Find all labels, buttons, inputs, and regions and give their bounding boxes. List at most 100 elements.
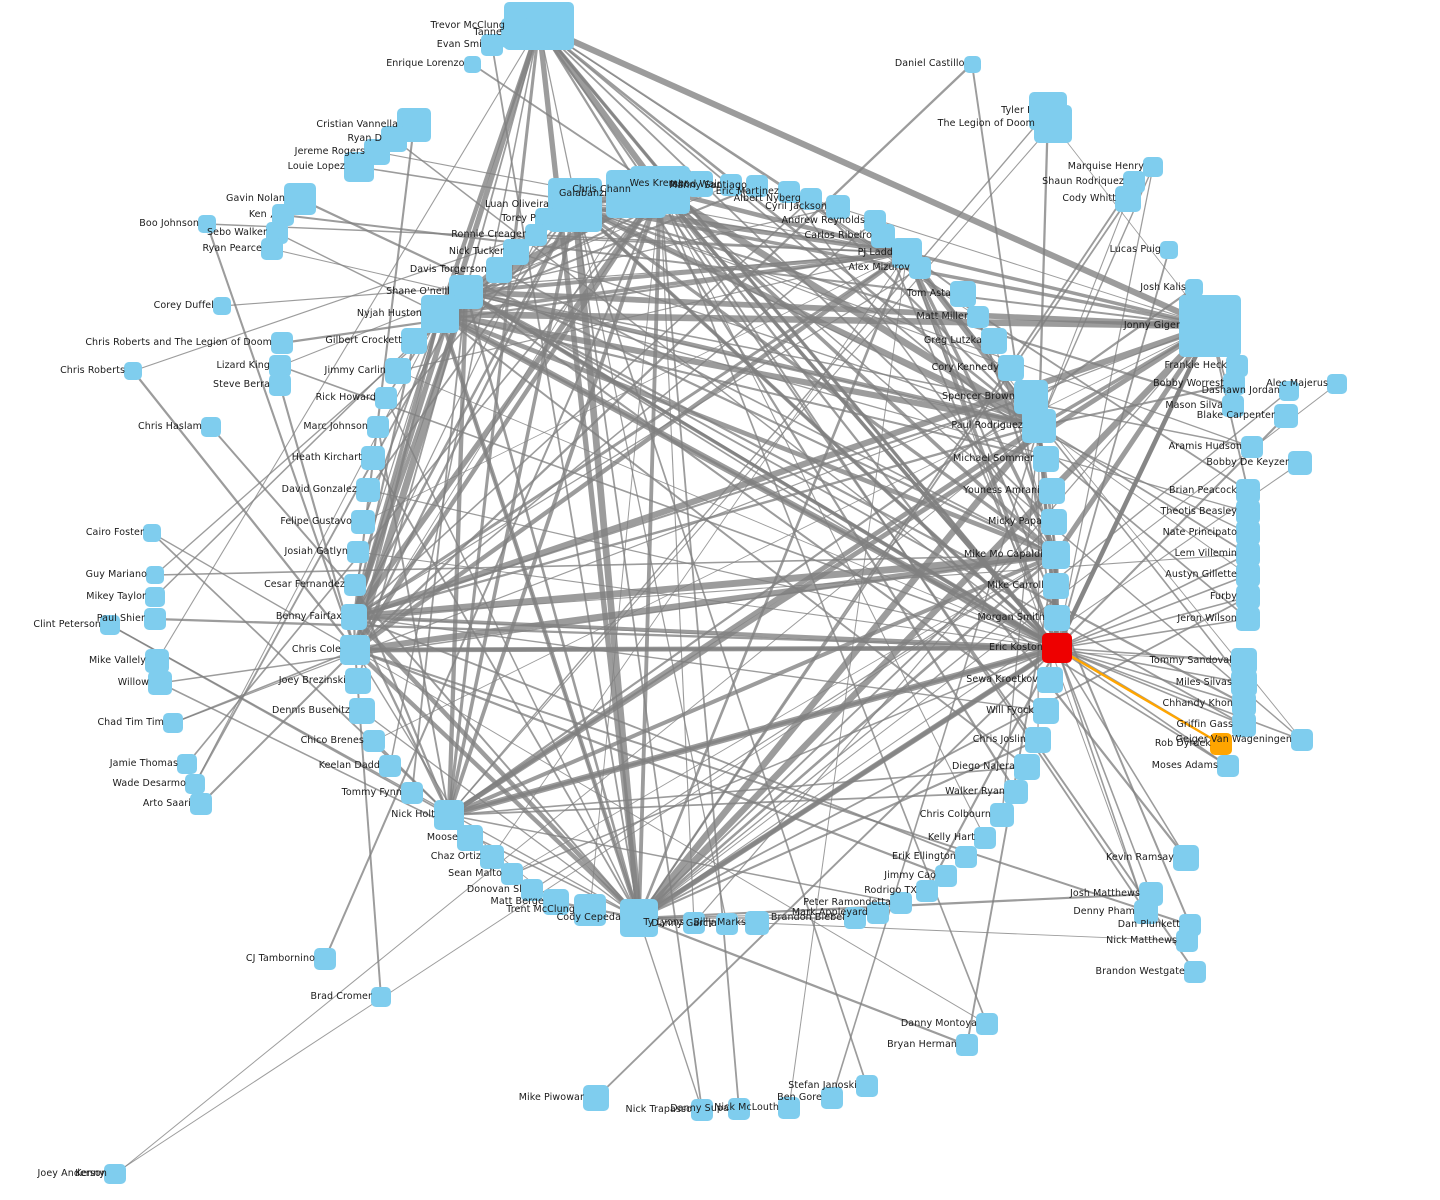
graph-node[interactable] bbox=[974, 827, 996, 849]
graph-node[interactable] bbox=[486, 257, 512, 283]
graph-node[interactable] bbox=[955, 846, 977, 868]
graph-node[interactable] bbox=[367, 416, 389, 438]
graph-node[interactable] bbox=[146, 566, 164, 584]
graph-node[interactable] bbox=[720, 174, 742, 196]
graph-node[interactable] bbox=[501, 863, 523, 885]
graph-node[interactable] bbox=[916, 880, 938, 902]
graph-node[interactable] bbox=[344, 574, 366, 596]
graph-node[interactable] bbox=[1236, 585, 1260, 609]
graph-node[interactable] bbox=[145, 649, 169, 673]
graph-node[interactable] bbox=[261, 238, 283, 260]
graph-node[interactable] bbox=[543, 889, 569, 915]
graph-node[interactable] bbox=[856, 1075, 878, 1097]
graph-node[interactable] bbox=[272, 204, 294, 226]
graph-node[interactable] bbox=[1231, 648, 1257, 674]
graph-node[interactable] bbox=[401, 782, 423, 804]
graph-node[interactable] bbox=[1226, 355, 1248, 377]
graph-node[interactable] bbox=[1184, 961, 1206, 983]
graph-node[interactable] bbox=[213, 297, 231, 315]
graph-node[interactable] bbox=[956, 1034, 978, 1056]
graph-node[interactable] bbox=[1143, 157, 1163, 177]
graph-node[interactable] bbox=[177, 754, 197, 774]
graph-node[interactable] bbox=[1043, 573, 1069, 599]
graph-node[interactable] bbox=[1236, 563, 1260, 587]
graph-node[interactable] bbox=[1236, 521, 1260, 545]
graph-node[interactable] bbox=[100, 615, 120, 635]
graph-node[interactable] bbox=[356, 478, 380, 502]
graph-node[interactable] bbox=[1025, 727, 1051, 753]
graph-node[interactable] bbox=[687, 171, 713, 197]
graph-node[interactable] bbox=[201, 417, 221, 437]
graph-node[interactable] bbox=[826, 195, 850, 219]
graph-node[interactable] bbox=[998, 355, 1024, 381]
graph-node[interactable] bbox=[867, 902, 889, 924]
graph-node[interactable] bbox=[1291, 729, 1313, 751]
graph-node[interactable] bbox=[463, 55, 481, 73]
graph-node[interactable] bbox=[106, 1164, 126, 1184]
graph-node[interactable] bbox=[501, 18, 531, 48]
graph-node[interactable] bbox=[1185, 279, 1203, 297]
graph-node[interactable] bbox=[909, 257, 931, 279]
graph-node[interactable] bbox=[1160, 241, 1178, 259]
graph-node[interactable] bbox=[691, 1099, 713, 1121]
graph-node[interactable] bbox=[745, 911, 769, 935]
graph-node[interactable] bbox=[844, 907, 866, 929]
graph-node[interactable] bbox=[950, 281, 976, 307]
graph-node[interactable] bbox=[344, 152, 374, 182]
graph-node[interactable] bbox=[371, 987, 391, 1007]
graph-node[interactable] bbox=[967, 306, 989, 328]
graph-node[interactable] bbox=[190, 793, 212, 815]
graph-node[interactable] bbox=[347, 541, 369, 563]
graph-node[interactable] bbox=[481, 34, 503, 56]
graph-node[interactable] bbox=[800, 188, 822, 210]
graph-node[interactable] bbox=[1041, 509, 1067, 535]
graph-node[interactable] bbox=[143, 524, 161, 542]
graph-node[interactable] bbox=[1044, 605, 1070, 631]
graph-node[interactable] bbox=[778, 1097, 800, 1119]
graph-node[interactable] bbox=[1222, 395, 1244, 417]
graph-node[interactable] bbox=[1004, 780, 1028, 804]
graph-node[interactable] bbox=[385, 358, 411, 384]
graph-node[interactable] bbox=[198, 215, 216, 233]
graph-node[interactable] bbox=[271, 332, 293, 354]
graph-node[interactable] bbox=[1217, 755, 1239, 777]
graph-node[interactable] bbox=[345, 668, 371, 694]
graph-node[interactable] bbox=[124, 362, 142, 380]
graph-node[interactable] bbox=[574, 894, 606, 926]
graph-node[interactable] bbox=[148, 671, 172, 695]
graph-node[interactable] bbox=[341, 604, 367, 630]
graph-node[interactable] bbox=[349, 698, 375, 724]
graph-node[interactable] bbox=[1115, 186, 1141, 212]
graph-node[interactable] bbox=[379, 755, 401, 777]
graph-node[interactable] bbox=[821, 1087, 843, 1109]
graph-node[interactable] bbox=[1173, 845, 1199, 871]
graph-node[interactable] bbox=[1022, 409, 1056, 443]
graph-node[interactable] bbox=[1236, 479, 1260, 503]
graph-node[interactable] bbox=[269, 374, 291, 396]
graph-node[interactable] bbox=[1279, 381, 1299, 401]
graph-node[interactable] bbox=[620, 899, 658, 937]
graph-node[interactable] bbox=[314, 948, 336, 970]
graph-node[interactable] bbox=[375, 387, 397, 409]
graph-node[interactable] bbox=[1176, 930, 1198, 952]
graph-node[interactable] bbox=[871, 224, 895, 248]
graph-node[interactable] bbox=[1033, 698, 1059, 724]
graph-node[interactable] bbox=[145, 587, 165, 607]
graph-node[interactable] bbox=[1236, 500, 1260, 524]
graph-node[interactable] bbox=[1033, 446, 1059, 472]
graph-node[interactable] bbox=[185, 774, 205, 794]
graph-node[interactable] bbox=[421, 295, 459, 333]
graph-node[interactable] bbox=[457, 825, 483, 851]
graph-node[interactable] bbox=[1210, 733, 1232, 755]
graph-node[interactable] bbox=[351, 510, 375, 534]
graph-node[interactable] bbox=[1034, 105, 1072, 143]
graph-node[interactable] bbox=[525, 224, 547, 246]
graph-node[interactable] bbox=[1231, 670, 1257, 696]
graph-node[interactable] bbox=[269, 355, 291, 377]
graph-node[interactable] bbox=[1241, 436, 1263, 458]
graph-node[interactable] bbox=[1014, 754, 1040, 780]
graph-node[interactable] bbox=[1236, 542, 1260, 566]
graph-node[interactable] bbox=[1223, 373, 1245, 395]
graph-node[interactable] bbox=[1179, 295, 1241, 357]
